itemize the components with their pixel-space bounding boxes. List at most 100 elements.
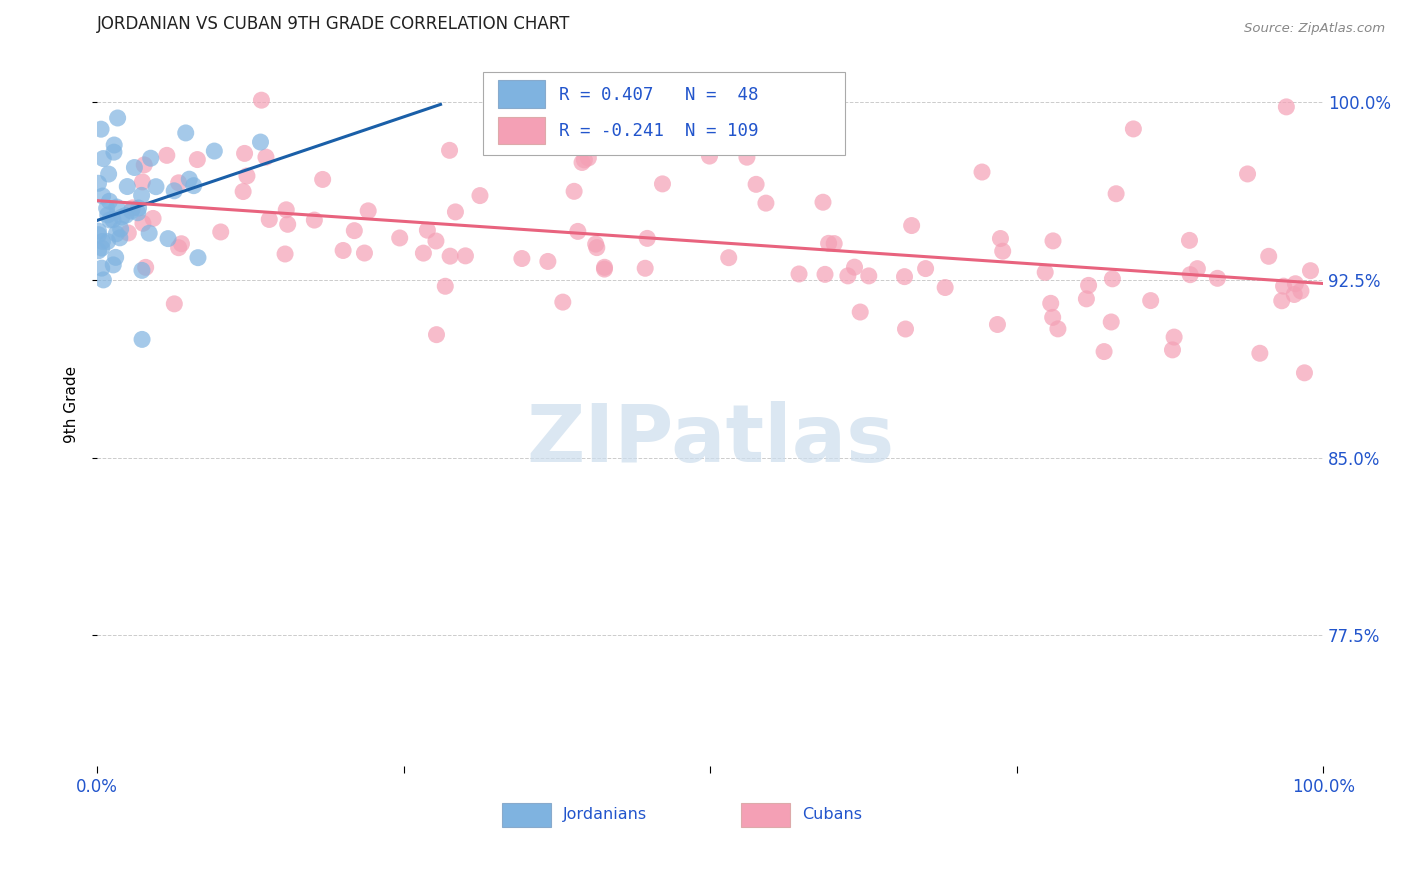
Point bbox=[787, 267, 810, 281]
Point bbox=[1092, 344, 1115, 359]
Point bbox=[138, 226, 160, 240]
Text: R = 0.407   N =  48: R = 0.407 N = 48 bbox=[560, 86, 759, 104]
Point bbox=[434, 279, 457, 293]
Point bbox=[893, 269, 915, 284]
Point bbox=[986, 318, 1008, 332]
Point bbox=[991, 244, 1014, 259]
Point bbox=[934, 280, 956, 294]
Point bbox=[562, 184, 585, 198]
Point bbox=[1033, 265, 1056, 279]
Point bbox=[183, 178, 205, 193]
Point bbox=[332, 244, 354, 258]
Point bbox=[412, 246, 434, 260]
Point bbox=[510, 252, 533, 266]
Point bbox=[103, 258, 125, 272]
Point bbox=[132, 216, 155, 230]
Point bbox=[837, 268, 859, 283]
Point bbox=[98, 194, 121, 209]
Point bbox=[156, 148, 179, 162]
Point bbox=[254, 150, 277, 164]
Point bbox=[98, 213, 121, 227]
Point bbox=[250, 93, 273, 107]
Y-axis label: 9th Grade: 9th Grade bbox=[65, 366, 79, 443]
Text: Cubans: Cubans bbox=[803, 807, 862, 822]
FancyBboxPatch shape bbox=[498, 117, 544, 145]
Point bbox=[439, 249, 461, 263]
Point bbox=[135, 260, 157, 275]
Point bbox=[636, 231, 658, 245]
Point bbox=[571, 155, 593, 169]
Point bbox=[104, 251, 127, 265]
Point bbox=[91, 152, 114, 166]
Point bbox=[174, 126, 197, 140]
Point bbox=[167, 176, 190, 190]
Point bbox=[170, 236, 193, 251]
Point bbox=[249, 135, 271, 149]
Point bbox=[91, 235, 114, 249]
Point bbox=[817, 236, 839, 251]
Point bbox=[179, 172, 201, 186]
FancyBboxPatch shape bbox=[498, 80, 544, 108]
Point bbox=[128, 201, 150, 215]
Point bbox=[651, 177, 673, 191]
Point bbox=[1139, 293, 1161, 308]
Point bbox=[1257, 249, 1279, 263]
Point bbox=[894, 322, 917, 336]
Point bbox=[745, 178, 768, 192]
Point bbox=[1284, 277, 1306, 291]
Point bbox=[970, 165, 993, 179]
Point bbox=[101, 212, 124, 227]
Point bbox=[814, 268, 837, 282]
Point bbox=[1105, 186, 1128, 201]
Point bbox=[1161, 343, 1184, 357]
Point bbox=[1206, 271, 1229, 285]
Point bbox=[1076, 292, 1098, 306]
Point bbox=[96, 235, 118, 249]
Point bbox=[186, 153, 208, 167]
Point bbox=[127, 205, 149, 219]
Point bbox=[388, 231, 411, 245]
Point bbox=[1178, 233, 1201, 247]
Point bbox=[105, 227, 128, 241]
Point bbox=[849, 305, 872, 319]
Point bbox=[551, 295, 574, 310]
Point bbox=[142, 211, 165, 226]
Text: R = -0.241  N = 109: R = -0.241 N = 109 bbox=[560, 122, 759, 140]
Point bbox=[1272, 279, 1295, 293]
Point bbox=[593, 260, 616, 275]
Point bbox=[131, 175, 153, 189]
Point bbox=[914, 261, 936, 276]
Point bbox=[1042, 310, 1064, 325]
Point bbox=[468, 188, 491, 202]
Point bbox=[134, 158, 156, 172]
Point bbox=[811, 195, 834, 210]
Point bbox=[232, 185, 254, 199]
Point bbox=[167, 241, 190, 255]
Point bbox=[858, 268, 880, 283]
Point bbox=[576, 151, 599, 165]
Point bbox=[357, 203, 380, 218]
Point bbox=[1039, 296, 1062, 310]
Point bbox=[1163, 330, 1185, 344]
Point bbox=[103, 138, 125, 153]
Point bbox=[537, 254, 560, 268]
Point bbox=[1101, 272, 1123, 286]
Point bbox=[87, 227, 110, 242]
Point bbox=[1284, 287, 1306, 301]
Point bbox=[202, 144, 225, 158]
Point bbox=[1077, 278, 1099, 293]
Point bbox=[1180, 268, 1202, 282]
Point bbox=[87, 176, 110, 190]
Point bbox=[259, 212, 281, 227]
Point bbox=[304, 213, 326, 227]
Point bbox=[90, 241, 112, 255]
Point bbox=[343, 224, 366, 238]
Point bbox=[114, 208, 136, 222]
Point bbox=[844, 260, 866, 275]
Point bbox=[111, 210, 134, 224]
Point bbox=[1294, 366, 1316, 380]
Point bbox=[425, 327, 447, 342]
Point bbox=[574, 153, 596, 167]
Point bbox=[96, 201, 118, 215]
Point bbox=[439, 144, 461, 158]
